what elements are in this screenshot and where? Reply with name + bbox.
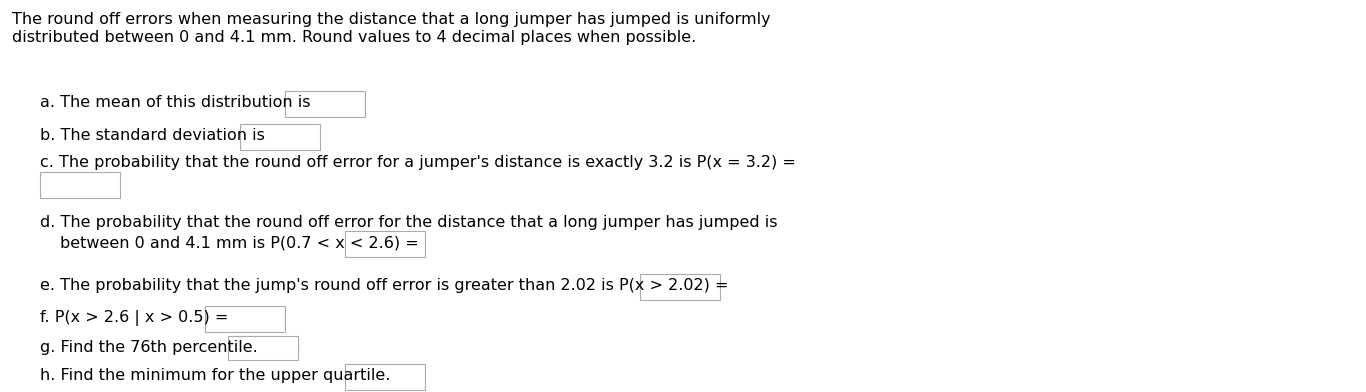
Bar (205, 306, 285, 332)
Text: a. The mean of this distribution is: a. The mean of this distribution is (40, 95, 310, 110)
Bar (285, 91, 365, 117)
Text: The round off errors when measuring the distance that a long jumper has jumped i: The round off errors when measuring the … (12, 12, 770, 27)
Bar (346, 364, 425, 390)
Bar (40, 172, 120, 198)
Text: b. The standard deviation is: b. The standard deviation is (40, 128, 265, 143)
Text: d. The probability that the round off error for the distance that a long jumper : d. The probability that the round off er… (40, 215, 777, 230)
Text: e. The probability that the jump's round off error is greater than 2.02 is P(x >: e. The probability that the jump's round… (40, 278, 728, 293)
Bar (228, 336, 298, 360)
Text: f. P(x > 2.6 | x > 0.5) =: f. P(x > 2.6 | x > 0.5) = (40, 310, 228, 326)
Text: distributed between 0 and 4.1 mm. Round values to 4 decimal places when possible: distributed between 0 and 4.1 mm. Round … (12, 30, 697, 45)
Text: c. The probability that the round off error for a jumper's distance is exactly 3: c. The probability that the round off er… (40, 155, 796, 170)
Bar (240, 124, 320, 150)
Text: h. Find the minimum for the upper quartile.: h. Find the minimum for the upper quarti… (40, 368, 391, 383)
Bar (346, 231, 425, 257)
Text: between 0 and 4.1 mm is P(0.7 < x < 2.6) =: between 0 and 4.1 mm is P(0.7 < x < 2.6)… (60, 235, 419, 250)
Bar (641, 274, 720, 300)
Text: g. Find the 76th percentile.: g. Find the 76th percentile. (40, 340, 258, 355)
